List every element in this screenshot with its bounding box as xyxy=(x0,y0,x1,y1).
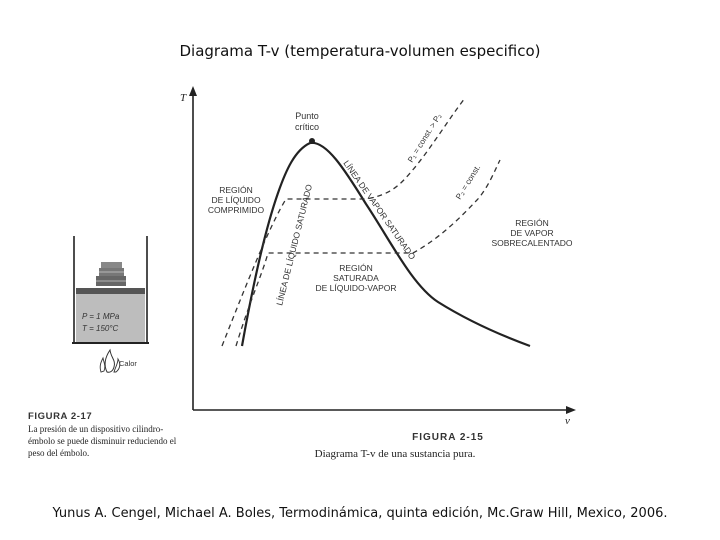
mixture-region-3: DE LÍQUIDO-VAPOR xyxy=(315,283,396,293)
compressed-liquid-region-1: REGIÓN xyxy=(219,185,253,195)
heat-flame-icon xyxy=(99,348,121,373)
citation: Yunus A. Cengel, Michael A. Boles, Termo… xyxy=(52,506,668,521)
t-axis-label: T xyxy=(180,92,187,104)
saturated-liquid-line xyxy=(240,142,311,347)
saturated-vapor-line-label: LÍNEA DE VAPOR SATURADO xyxy=(341,158,418,261)
critical-point-marker xyxy=(309,138,315,144)
superheated-region-2: DE VAPOR xyxy=(510,228,553,238)
figure-2-17-caption-1: La presión de un dispositivo cilindro- xyxy=(28,424,163,434)
isobar-p1 xyxy=(221,97,466,347)
figure-2-15-number: FIGURA 2-15 xyxy=(412,432,484,443)
axes: T v xyxy=(180,86,576,427)
weights-icon xyxy=(96,262,126,286)
saturated-vapor-line xyxy=(309,141,531,348)
saturated-liquid-line-label: LÍNEA DE LÍQUIDO SATURADO xyxy=(274,183,314,307)
v-axis-label: v xyxy=(565,415,570,427)
critical-point-label-2: crítico xyxy=(295,122,319,132)
isobar-p1-label: P₁ = const. > P₂ xyxy=(406,112,443,164)
isobar-p2-label: P₂ = const. xyxy=(454,163,482,201)
critical-point-label-1: Punto xyxy=(295,111,319,121)
slide-title: Diagrama T-v (temperatura-volumen especi… xyxy=(179,42,541,60)
device-temperature: T = 150°C xyxy=(82,324,119,333)
piston-cylinder-device: P = 1 MPa T = 150°C Calor xyxy=(72,236,149,373)
figure-2-17-caption-2: émbolo se puede disminuir reduciendo el xyxy=(28,436,177,446)
isobar-p2 xyxy=(235,159,501,347)
compressed-liquid-region-3: COMPRIMIDO xyxy=(208,205,265,215)
mixture-region-2: SATURADA xyxy=(333,273,379,283)
superheated-region-1: REGIÓN xyxy=(515,218,549,228)
compressed-liquid-region-2: DE LÍQUIDO xyxy=(211,195,261,205)
mixture-region-1: REGIÓN xyxy=(339,263,373,273)
superheated-region-3: SOBRECALENTADO xyxy=(491,238,572,248)
figure-2-17-caption-3: peso del émbolo. xyxy=(28,448,89,458)
heat-label: Calor xyxy=(119,359,137,368)
figure-2-17-number: FIGURA 2-17 xyxy=(28,411,92,422)
figure-2-15-caption: Diagrama T-v de una sustancia pura. xyxy=(315,448,476,460)
device-pressure: P = 1 MPa xyxy=(82,312,120,321)
